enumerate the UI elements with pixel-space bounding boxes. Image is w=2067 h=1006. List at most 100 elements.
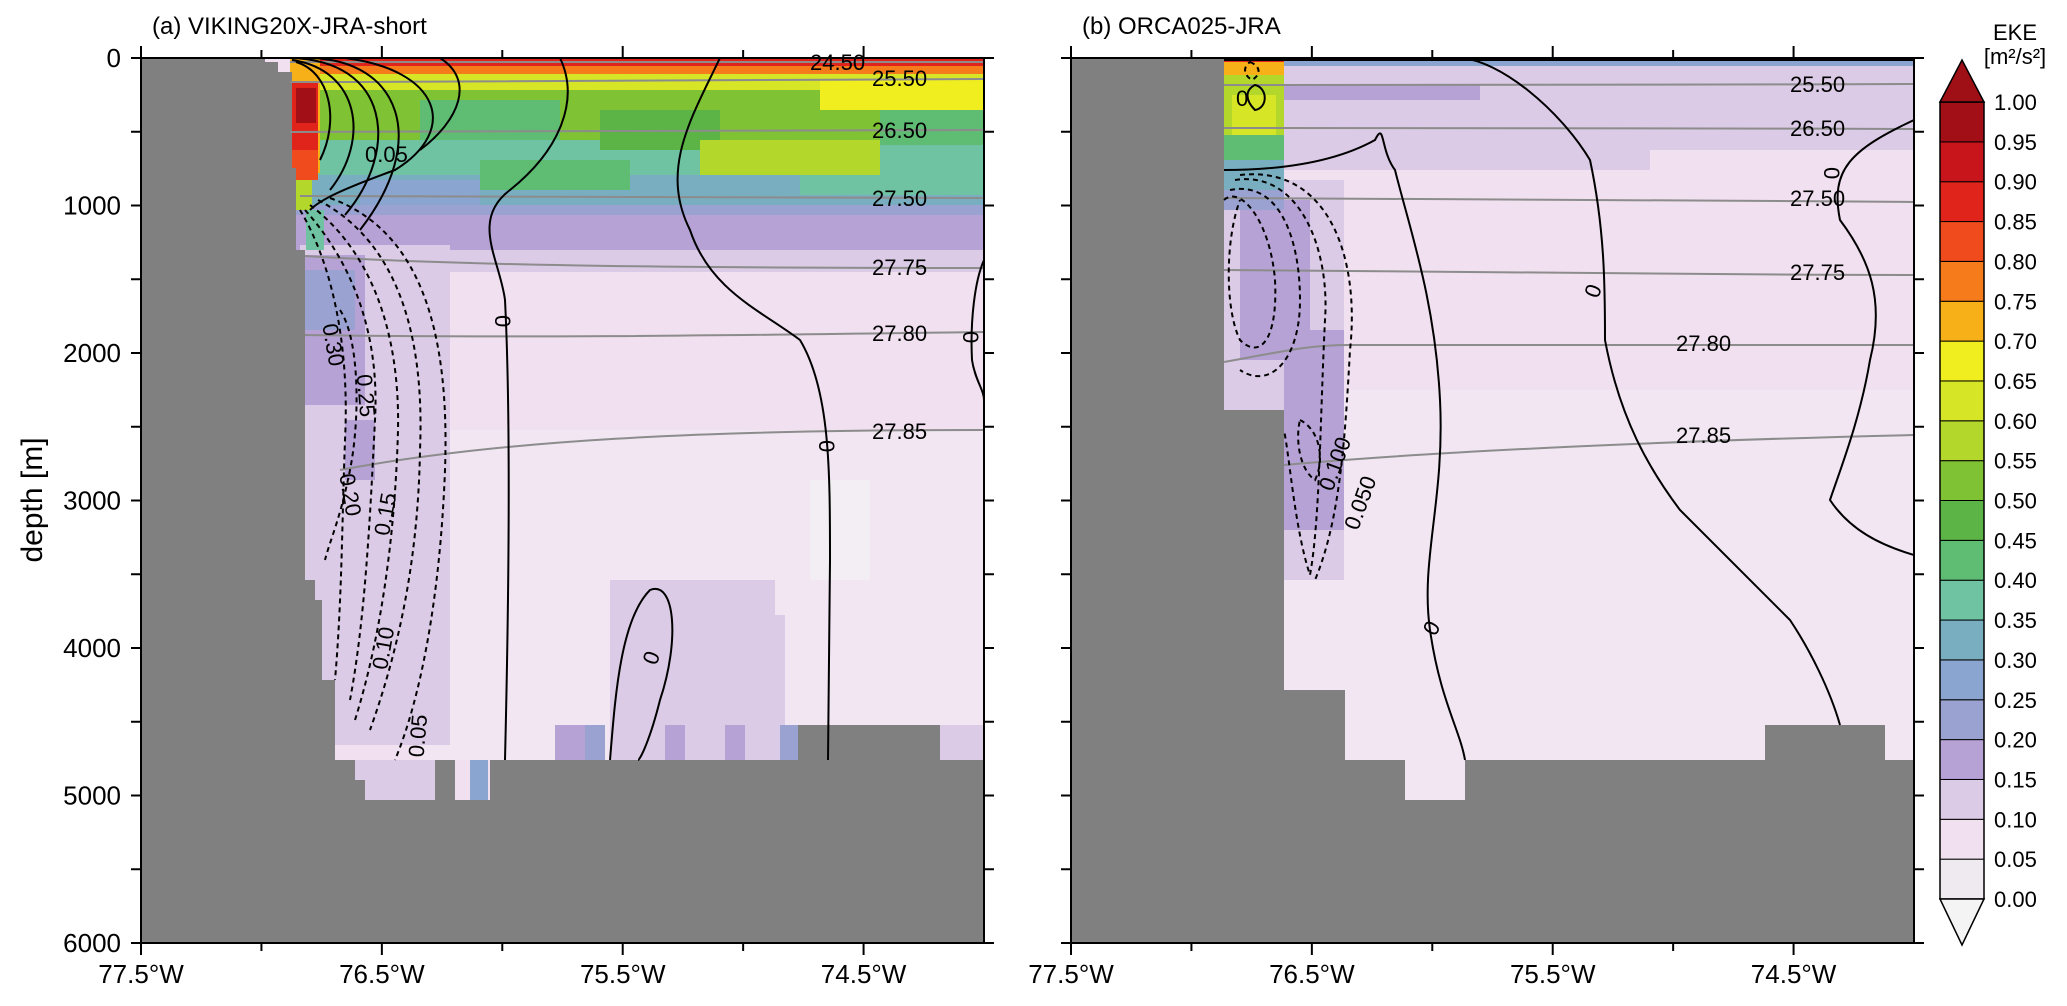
panel-a-velocity-contours-negative	[299, 197, 447, 761]
panel-a-vel-5	[309, 58, 434, 211]
panel-a-velocity-label-4: 0.25	[352, 373, 381, 418]
panel-a-vel-1	[295, 61, 332, 161]
colorbar-level-label: 0.65	[1994, 369, 2037, 394]
colorbar-cell	[1939, 579, 1985, 621]
y-tick-label: 3000	[63, 486, 121, 516]
colorbar-level-label: 0.20	[1994, 728, 2037, 753]
x-tick-label: 76.5°W	[1269, 959, 1355, 989]
x-tick-label: 77.5°W	[98, 959, 184, 989]
panel-b-density-label-1: 25.50	[1790, 72, 1845, 97]
panel-a: 0 1000 2000 3000 4000 5000 6000 77.5°W 76.5°W 75…	[63, 13, 994, 989]
panel-a-patch-7	[360, 180, 480, 205]
panel-a-bottom-patch-8	[940, 725, 984, 760]
panel-a-bottom-patch-6	[725, 725, 745, 760]
colorbar-level-label: 0.45	[1994, 528, 2037, 553]
panel-a-vel-zero-2	[676, 58, 832, 761]
panel-b-density-contours	[1223, 83, 1914, 466]
colorbar-level-label: 0.70	[1994, 329, 2037, 354]
colorbar-cell	[1939, 818, 1985, 860]
colorbar-cell	[1939, 778, 1985, 820]
colorbar-level-label: 0.25	[1994, 688, 2037, 713]
x-tick-label: 74.5°W	[1751, 959, 1837, 989]
panel-a-y-ticks: 0 1000 2000 3000 4000 5000 6000	[63, 43, 994, 958]
panel-a-density-label-4: 27.50	[872, 186, 927, 211]
panel-b-vel-small	[1246, 83, 1266, 112]
panel-b-velocity-label-1: 0	[1236, 86, 1248, 111]
panel-b-vel-zero-3	[1828, 119, 1914, 556]
y-axis-label: depth [m]	[16, 437, 49, 562]
colorbar-level-label: 1.00	[1994, 90, 2037, 115]
colorbar-level-label: 0.95	[1994, 130, 2037, 155]
colorbar-cell	[1939, 101, 1985, 143]
colorbar-cell	[1939, 659, 1985, 701]
colorbar-over-triangle	[1938, 58, 1986, 103]
colorbar-level-label: 0.50	[1994, 489, 2037, 514]
panel-b-field	[1071, 58, 1914, 943]
panel-a-vel-6	[419, 58, 461, 151]
panel-b-vel-neg-5	[1297, 419, 1321, 482]
panel-b-slope-deep-2	[1284, 330, 1344, 530]
colorbar-cell	[1939, 739, 1985, 780]
colorbar-level-label: 0.35	[1994, 608, 2037, 633]
panel-a-isopycnal-7	[339, 429, 984, 471]
colorbar: EKE [m²/s²] 0.00 0.05 0.10 0.15 0.20 0.25 0.30…	[1938, 20, 2046, 947]
panel-a-patch-1	[420, 100, 560, 140]
colorbar-level-label: 0.90	[1994, 170, 2037, 195]
panel-b-isopycnal-2	[1223, 127, 1914, 130]
panel-a-density-labels: 24.50 25.50 26.50 27.50 27.75 27.80 27.8…	[810, 50, 927, 444]
panel-b-density-label-6: 27.85	[1676, 423, 1731, 448]
y-tick-label: 1000	[63, 191, 121, 221]
colorbar-cell	[1939, 141, 1985, 183]
panel-b: 77.5°W 76.5°W 75.5°W 74.5°W 25.50 26.50 27.…	[1028, 13, 1924, 989]
colorbar-level-label: 0.40	[1994, 568, 2037, 593]
panel-b-isopycnal-5	[1223, 343, 1914, 363]
y-tick-label: 2000	[63, 338, 121, 368]
panel-b-isopycnal-4	[1223, 269, 1914, 276]
panel-a-bottom-patch	[610, 580, 775, 760]
panel-a-density-label-7: 27.85	[872, 419, 927, 444]
panel-a-vel-3	[289, 58, 380, 216]
panel-a-density-label-1: 24.50	[810, 50, 865, 75]
panel-a-velocity-label-9: 0	[814, 440, 839, 452]
panel-b-density-labels: 25.50 26.50 27.50 27.75 27.80 27.85	[1676, 72, 1845, 448]
panel-a-lightpurple-band	[290, 250, 984, 272]
colorbar-cells	[1939, 101, 1985, 900]
panel-a-core-darkred	[296, 88, 316, 123]
panel-b-title: (b) ORCA025-JRA	[1082, 13, 1281, 40]
panel-a-x-ticks: 77.5°W 76.5°W 75.5°W 74.5°W	[98, 46, 907, 989]
panel-a-isopycnal-2	[289, 78, 984, 83]
colorbar-level-label: 0.10	[1994, 807, 2037, 832]
panel-a-density-label-6: 27.80	[872, 321, 927, 346]
panel-a-vel-neg-6	[324, 309, 358, 561]
panel-b-velocity-label-3: 0	[1819, 167, 1844, 179]
colorbar-cell	[1939, 539, 1985, 581]
panel-a-isopycnal-4	[299, 195, 984, 199]
panel-a-patch-5	[880, 110, 984, 145]
panel-a-title: (a) VIKING20X-JRA-short	[152, 13, 427, 40]
colorbar-cell	[1939, 500, 1985, 541]
x-tick-label: 75.5°W	[1510, 959, 1596, 989]
panel-a-bottom-patch-7	[780, 725, 800, 760]
panel-a-bottom-patch-4	[585, 725, 605, 760]
colorbar-cell	[1939, 300, 1985, 342]
panel-b-velocity-contours	[1223, 58, 1914, 761]
colorbar-level-label: 0.75	[1994, 289, 2037, 314]
colorbar-level-label: 0.85	[1994, 210, 2037, 235]
colorbar-under-triangle	[1938, 898, 1986, 947]
panel-a-density-label-2: 25.50	[872, 66, 927, 91]
panel-b-vel-zero-2	[1459, 58, 1841, 726]
panel-a-patch-8	[800, 175, 984, 195]
panel-a-slope-blue	[305, 270, 355, 330]
y-tick-label: 0	[107, 43, 121, 73]
panel-a-bottom-patch-10	[470, 760, 488, 800]
panel-a-land	[141, 58, 984, 943]
panel-b-velocity-contours-negative	[1223, 60, 1353, 581]
panel-a-patch-6	[480, 160, 630, 190]
panel-b-vel-neg-3	[1234, 178, 1327, 576]
colorbar-level-label: 0.80	[1994, 249, 2037, 274]
panel-a-velocity-label-1: 0.05	[365, 142, 408, 167]
panel-a-vel-zero-1	[488, 58, 569, 761]
panel-a-isopycnal-5	[304, 255, 984, 269]
x-tick-label: 77.5°W	[1028, 959, 1114, 989]
x-tick-label: 74.5°W	[821, 959, 907, 989]
